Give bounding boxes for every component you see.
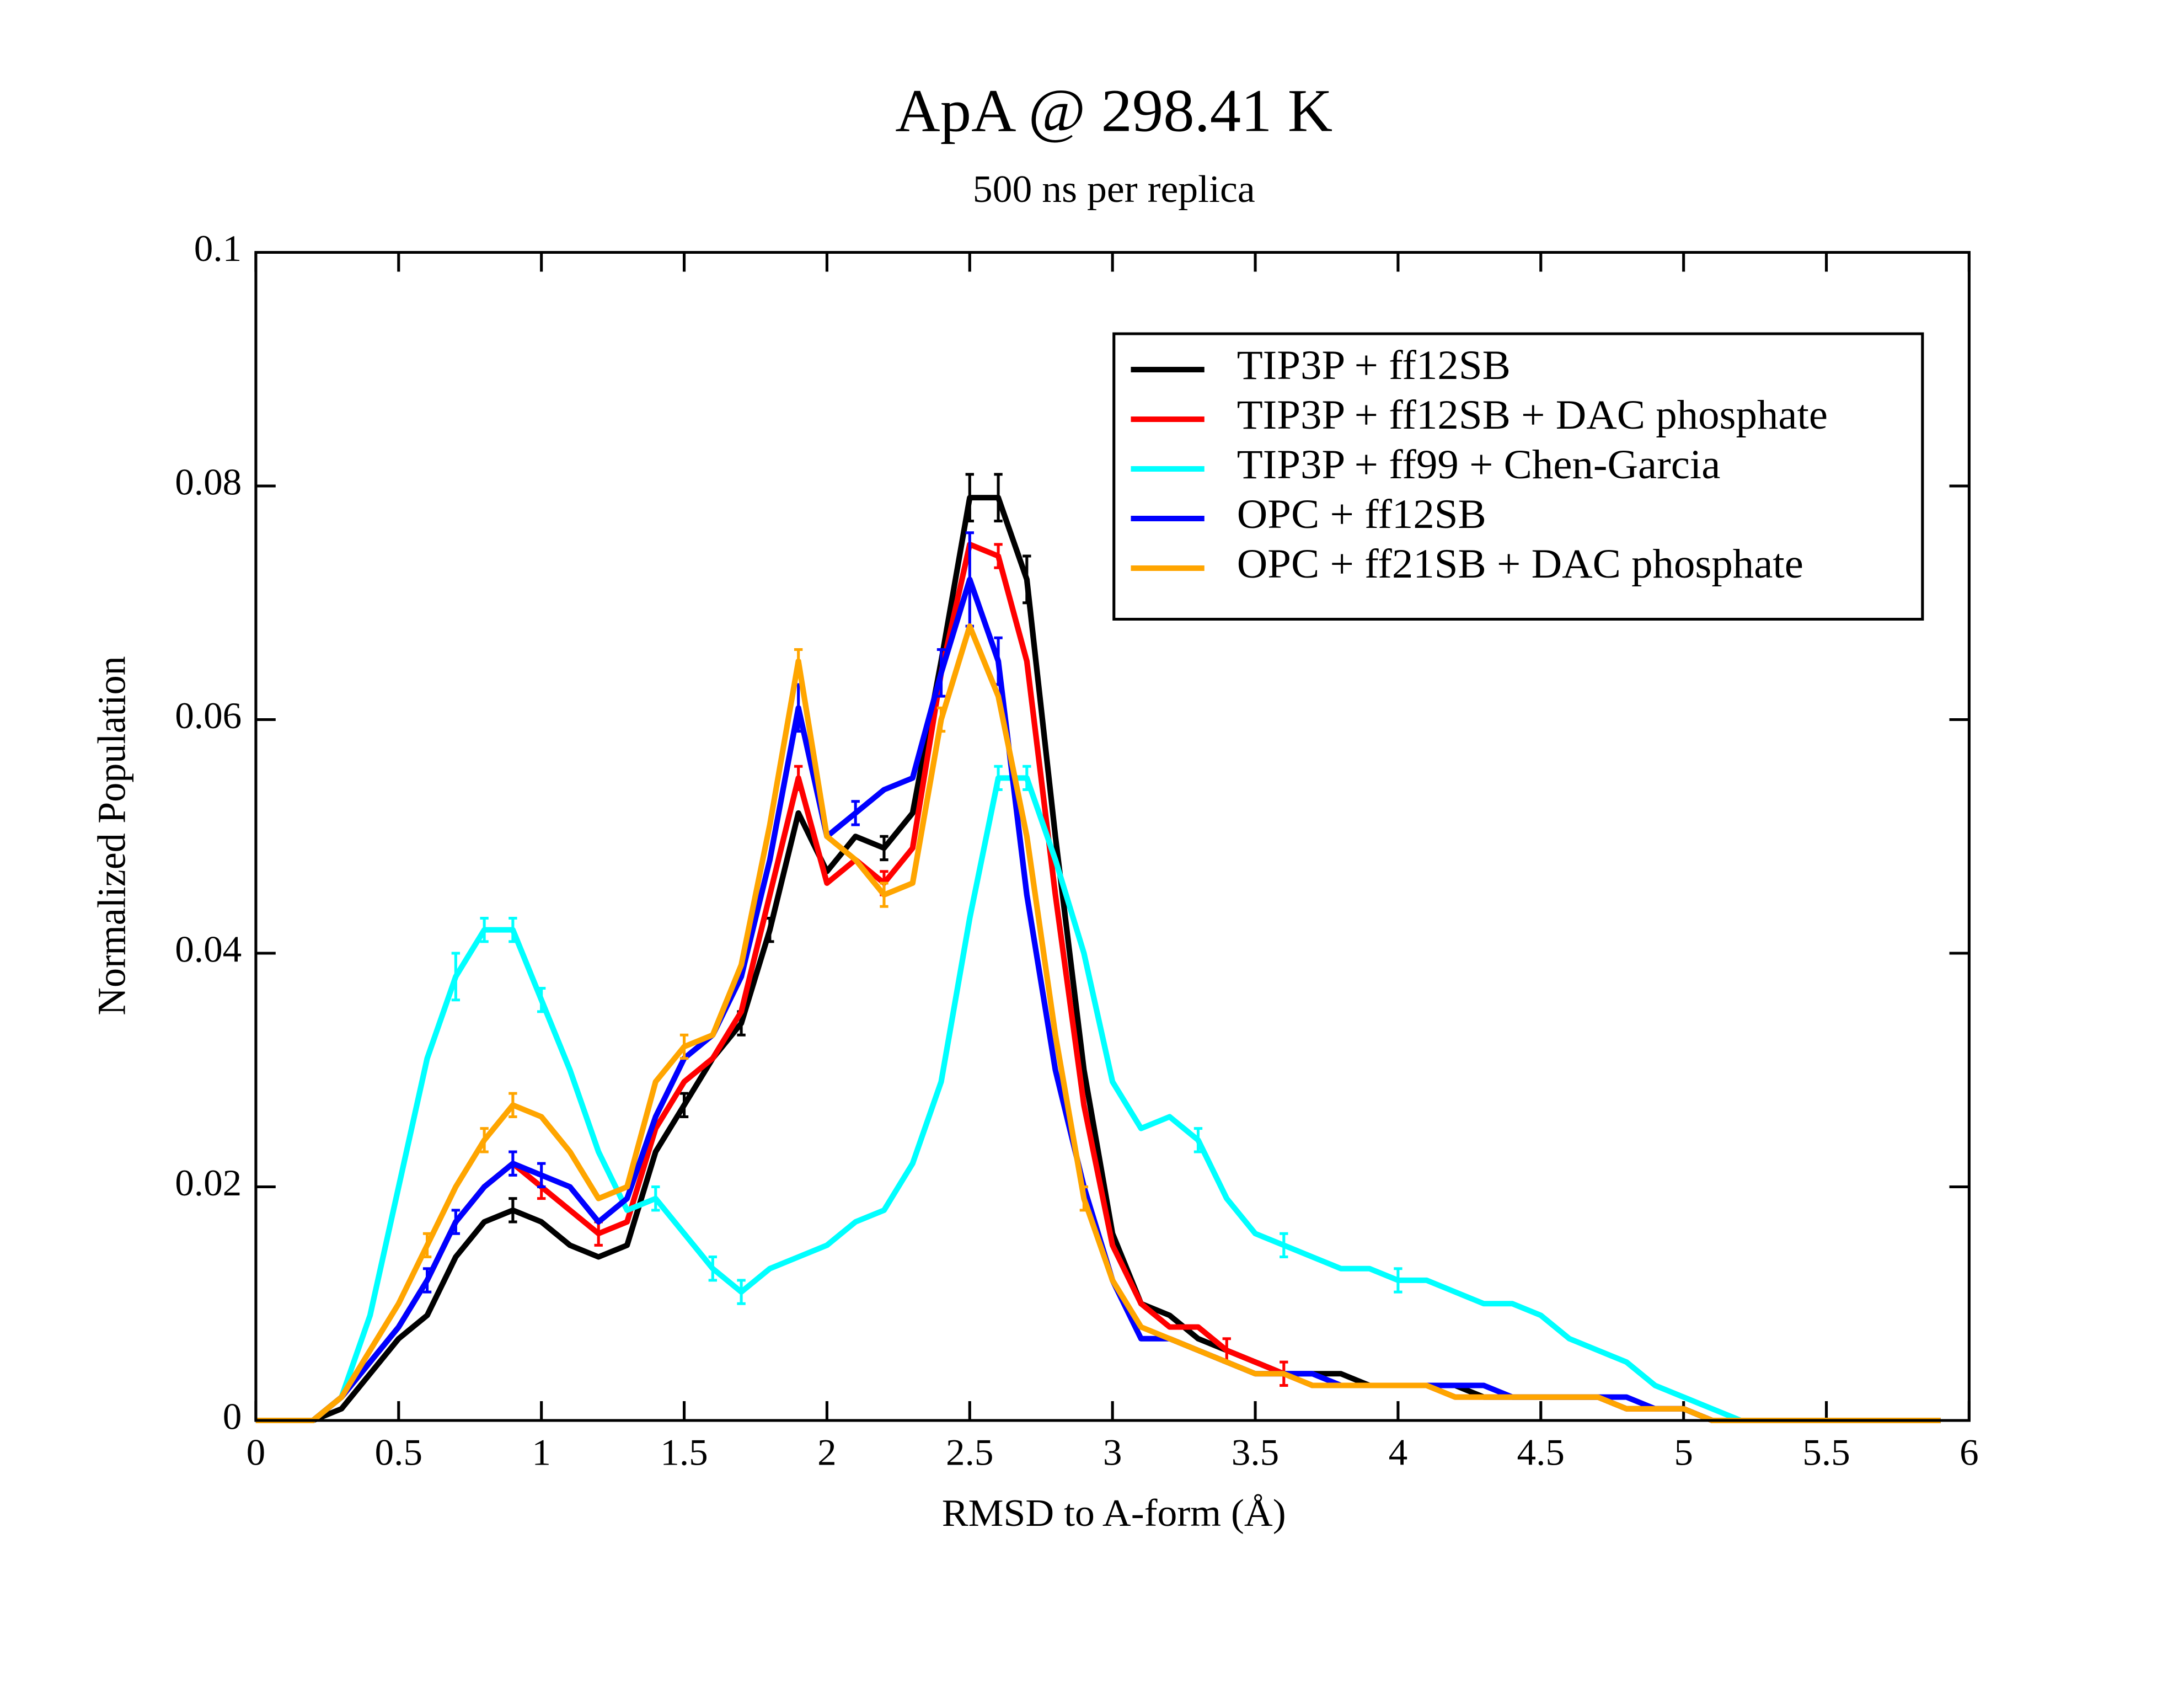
x-tick-label: 2 [817, 1431, 837, 1473]
error-bar [851, 800, 860, 826]
error-bar [880, 882, 888, 908]
error-bar [508, 1197, 517, 1224]
legend-label: TIP3P + ff12SB [1237, 343, 1511, 388]
x-tick-label: 0 [247, 1431, 266, 1473]
error-bar [422, 1232, 432, 1259]
x-tick-label: 5 [1674, 1431, 1693, 1473]
error-bar [737, 1279, 746, 1305]
y-axis-label: Normalized Population [90, 656, 134, 1015]
x-tick-label: 6 [1960, 1431, 1979, 1473]
error-bar [451, 1209, 461, 1235]
x-tick-label: 5.5 [1802, 1431, 1850, 1473]
error-bar [537, 1162, 546, 1188]
x-tick-label: 1.5 [660, 1431, 708, 1473]
error-bar [936, 648, 946, 698]
error-bar [422, 1267, 432, 1294]
error-bar [708, 1256, 718, 1282]
x-tick-label: 4 [1389, 1431, 1408, 1473]
legend-label: TIP3P + ff12SB + DAC phosphate [1237, 392, 1828, 438]
error-bar [1394, 1267, 1403, 1294]
error-bar [508, 1092, 517, 1118]
y-tick-label: 0 [223, 1396, 242, 1437]
x-tick-label: 3.5 [1232, 1431, 1279, 1473]
error-bar [651, 1185, 660, 1212]
y-tick-label: 0.02 [175, 1162, 242, 1204]
y-tick-label: 0.1 [194, 228, 242, 269]
error-bar [679, 1033, 689, 1060]
x-axis-label: RMSD to A-form (Å) [942, 1492, 1286, 1535]
error-bar [1193, 1127, 1203, 1153]
error-bar [794, 765, 803, 792]
error-bar [480, 916, 489, 943]
error-bar [994, 543, 1003, 569]
legend-label: OPC + ff12SB [1237, 492, 1486, 537]
x-tick-label: 3 [1103, 1431, 1122, 1473]
error-bar [1280, 1232, 1288, 1259]
chart-subtitle: 500 ns per replica [973, 168, 1255, 211]
error-bar [679, 1092, 689, 1118]
x-tick-label: 0.5 [375, 1431, 422, 1473]
legend-label: TIP3P + ff99 + Chen-Garcia [1237, 442, 1721, 488]
y-tick-label: 0.08 [175, 461, 242, 503]
chart-title: ApA @ 298.41 K [895, 78, 1332, 145]
series-line [255, 775, 1941, 1423]
y-tick-label: 0.06 [175, 695, 242, 736]
error-bar [480, 1127, 489, 1153]
series-line [255, 623, 1941, 1423]
error-bar [994, 473, 1003, 523]
x-tick-label: 4.5 [1517, 1431, 1565, 1473]
legend-label: OPC + ff21SB + DAC phosphate [1237, 541, 1803, 587]
error-bar [994, 765, 1003, 792]
error-bar [1079, 1185, 1089, 1212]
x-tick-label: 1 [532, 1431, 551, 1473]
error-bar [508, 916, 517, 943]
error-bar [936, 706, 946, 733]
plot-frame [254, 251, 1971, 1422]
error-bar [880, 835, 888, 862]
error-bar [537, 987, 546, 1013]
error-bar [451, 952, 461, 1002]
y-tick-label: 0.04 [175, 928, 242, 970]
error-bar [508, 1150, 517, 1177]
legend-box [1112, 332, 1924, 621]
error-bar [794, 648, 803, 675]
error-bar [965, 473, 974, 523]
x-tick-label: 2.5 [946, 1431, 993, 1473]
error-bar [1023, 765, 1031, 792]
error-bar [1023, 554, 1031, 605]
